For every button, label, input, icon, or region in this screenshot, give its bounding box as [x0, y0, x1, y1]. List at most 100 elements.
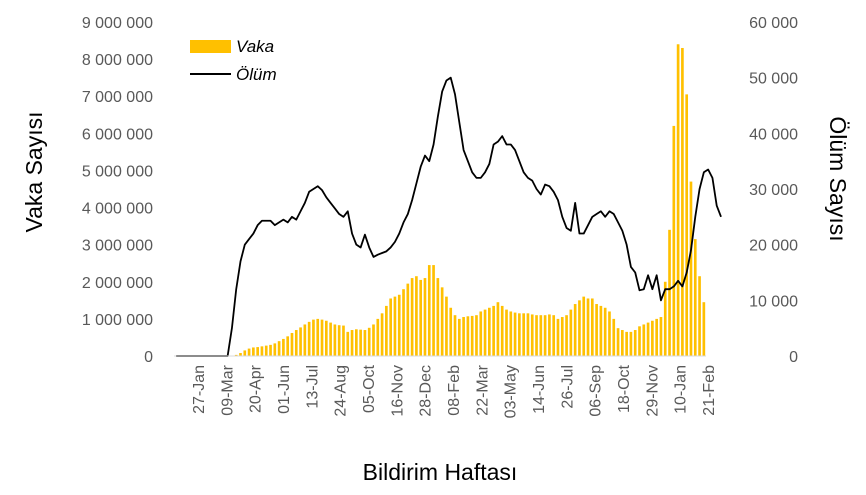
y-left-tick-label: 2 000 000: [82, 275, 153, 292]
vaka-bar: [320, 319, 324, 356]
y-right-tick-label: 0: [789, 349, 798, 366]
vaka-bars: [234, 44, 706, 357]
vaka-bar: [621, 330, 624, 356]
vaka-bar: [457, 318, 461, 356]
vaka-bar: [427, 265, 431, 356]
vaka-bar: [518, 313, 521, 356]
vaka-bar: [290, 332, 294, 356]
vaka-bar: [509, 311, 513, 356]
vaka-bar: [560, 317, 564, 356]
vaka-bar: [668, 229, 671, 356]
vaka-bar: [522, 313, 525, 356]
vaka-bar: [573, 304, 577, 356]
vaka-bar: [646, 322, 650, 356]
vaka-bar: [483, 309, 487, 356]
x-tick-label: 27-Jan: [191, 365, 208, 414]
vaka-bar: [608, 311, 611, 356]
vaka-bar: [415, 276, 418, 356]
x-tick-label: 24-Aug: [333, 365, 350, 417]
vaka-bar: [269, 344, 272, 356]
vaka-bar: [277, 341, 281, 356]
vaka-bar: [423, 278, 427, 356]
legend-swatch-vaka: [190, 40, 231, 53]
vaka-bar: [247, 348, 251, 356]
vaka-bar: [663, 281, 667, 356]
x-tick-label: 26-Jul: [559, 365, 576, 409]
x-tick-label: 28-Dec: [418, 365, 435, 417]
vaka-bar: [294, 330, 298, 356]
vaka-bar: [629, 331, 633, 356]
vaka-bar: [505, 309, 508, 356]
vaka-bar: [539, 315, 543, 356]
vaka-bar: [548, 314, 551, 356]
legend-label-vaka: Vaka: [236, 37, 274, 56]
vaka-bar: [359, 329, 362, 356]
vaka-bar: [376, 318, 380, 356]
vaka-bar: [689, 181, 693, 356]
vaka-bar: [565, 315, 568, 356]
vaka-bar: [586, 298, 590, 356]
vaka-bar: [372, 324, 375, 356]
y-axis-title-right: Ölüm Sayısı: [825, 116, 851, 241]
vaka-bar: [410, 278, 414, 356]
y-left-tick-label: 7 000 000: [82, 89, 153, 106]
x-tick-label: 18-Oct: [616, 364, 633, 413]
y-right-tick-label: 50 000: [749, 71, 798, 88]
vaka-bar: [367, 327, 371, 356]
vaka-bar: [260, 346, 264, 356]
vaka-bar: [470, 315, 474, 356]
vaka-bar: [462, 317, 465, 356]
vaka-bar: [685, 94, 689, 357]
vaka-bar: [569, 309, 573, 356]
y-right-tick-label: 20 000: [749, 238, 798, 255]
x-tick-label: 29-Nov: [644, 365, 661, 417]
vaka-bar: [312, 319, 315, 356]
vaka-bar: [342, 325, 345, 356]
vaka-bar: [453, 315, 457, 356]
vaka-bar: [243, 350, 247, 356]
y-left-tick-label: 3 000 000: [82, 238, 153, 255]
vaka-bar: [389, 298, 392, 356]
vaka-bar: [556, 318, 560, 356]
y-left-tick-label: 9 000 000: [82, 15, 153, 32]
vaka-bar: [346, 331, 350, 356]
vaka-bar: [333, 324, 337, 356]
vaka-bar: [385, 305, 388, 356]
vaka-bar: [402, 289, 405, 356]
y-left-tick-label: 1 000 000: [82, 312, 153, 329]
vaka-bar: [449, 307, 453, 356]
x-tick-label: 08-Feb: [446, 365, 463, 416]
vaka-bar: [440, 287, 444, 356]
vaka-bar: [299, 327, 302, 356]
vaka-bar: [479, 311, 483, 356]
legend-label-olum: Ölüm: [236, 65, 277, 84]
vaka-bar: [633, 330, 637, 356]
x-tick-label: 16-Nov: [389, 365, 406, 417]
y-left-tick-label: 5 000 000: [82, 163, 153, 180]
x-tick-label: 06-Sep: [588, 365, 605, 417]
vaka-bar: [329, 322, 332, 356]
vaka-bar: [655, 318, 658, 356]
x-tick-label: 09-Mar: [219, 364, 236, 415]
y-right-tick-label: 40 000: [749, 126, 798, 143]
vaka-bar: [513, 312, 517, 356]
vaka-bar: [590, 298, 594, 356]
vaka-bar: [535, 315, 538, 356]
vaka-bar: [552, 315, 556, 356]
vaka-bar: [234, 354, 238, 356]
vaka-bar: [543, 315, 547, 356]
y-right-tick-label: 60 000: [749, 15, 798, 32]
vaka-bar: [616, 328, 620, 356]
vaka-bar: [681, 47, 684, 356]
y-left-tick-label: 0: [144, 349, 153, 366]
x-tick-label: 03-May: [503, 365, 520, 418]
x-tick-label: 10-Jan: [673, 365, 690, 414]
vaka-bar: [475, 315, 478, 356]
vaka-bar: [642, 324, 646, 356]
vaka-bar: [397, 294, 401, 356]
x-tick-label: 01-Jun: [276, 365, 293, 414]
vaka-bar: [530, 314, 534, 356]
vaka-bar: [466, 316, 470, 356]
vaka-bar: [702, 302, 706, 356]
y-left-tick-label: 8 000 000: [82, 52, 153, 69]
